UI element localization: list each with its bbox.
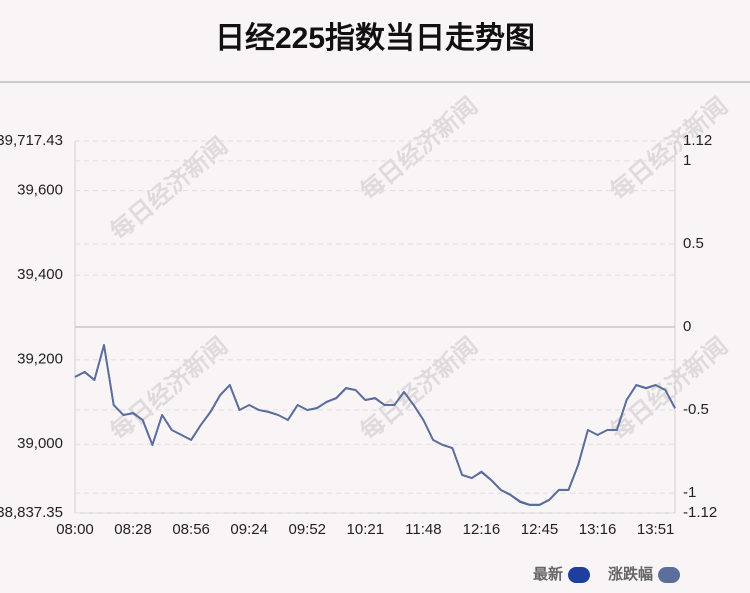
x-tick-label: 13:16 [579, 521, 617, 538]
x-tick-label: 12:45 [521, 521, 559, 538]
y-tick-label: 39,200 [17, 351, 63, 368]
x-tick-label: 08:56 [172, 521, 210, 538]
y2-tick-label: 1 [683, 152, 691, 169]
y-tick-label: 39,600 [17, 182, 63, 199]
y-tick-label: 39,400 [17, 266, 63, 283]
legend-label: 涨跌幅 [608, 565, 653, 583]
legend-swatch [568, 567, 591, 583]
y-tick-label: 39,717.43 [0, 132, 63, 149]
chart-title: 日经225指数当日走势图 [215, 21, 535, 55]
legend-label: 最新 [533, 565, 563, 583]
y2-tick-label: 0 [683, 318, 691, 335]
x-tick-label: 13:51 [637, 521, 675, 538]
series-line [74, 344, 676, 506]
x-tick-label: 10:21 [347, 521, 385, 538]
x-tick-label: 09:52 [288, 521, 326, 538]
x-tick-label: 08:00 [56, 521, 94, 538]
y2-tick-label: -1 [683, 484, 696, 501]
y2-tick-label: 1.12 [683, 132, 712, 149]
x-tick-label: 11:48 [405, 521, 441, 538]
y2-tick-label: -0.5 [683, 401, 709, 418]
y-tick-label: 39,000 [17, 435, 63, 452]
y2-tick-label: -1.12 [683, 504, 717, 521]
y-tick-label: 38,837.35 [0, 504, 63, 521]
y2-tick-label: 0.5 [683, 235, 704, 252]
legend-swatch [658, 567, 681, 583]
x-tick-label: 12:16 [463, 521, 501, 538]
x-tick-label: 08:28 [114, 521, 152, 538]
x-tick-label: 09:24 [230, 521, 268, 538]
